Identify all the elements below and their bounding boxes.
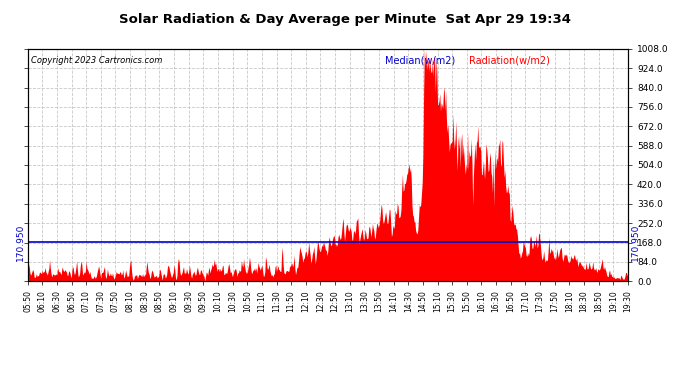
Text: 170.950: 170.950 — [631, 223, 640, 261]
Text: Radiation(w/m2): Radiation(w/m2) — [469, 56, 550, 66]
Text: Copyright 2023 Cartronics.com: Copyright 2023 Cartronics.com — [30, 56, 162, 65]
Text: Solar Radiation & Day Average per Minute  Sat Apr 29 19:34: Solar Radiation & Day Average per Minute… — [119, 13, 571, 26]
Text: 170.950: 170.950 — [16, 223, 25, 261]
Text: Median(w/m2): Median(w/m2) — [385, 56, 455, 66]
